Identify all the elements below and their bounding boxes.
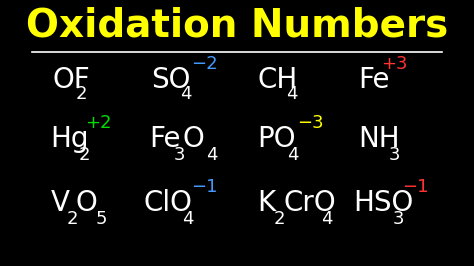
Text: K: K — [257, 189, 275, 218]
Text: CrO: CrO — [283, 189, 336, 218]
Text: Fe: Fe — [149, 125, 181, 153]
Text: OF: OF — [53, 66, 91, 94]
Text: +2: +2 — [85, 114, 112, 132]
Text: NH: NH — [358, 125, 400, 153]
Text: 2: 2 — [79, 146, 90, 164]
Text: 2: 2 — [76, 85, 87, 103]
Text: 4: 4 — [181, 85, 192, 103]
Text: 4: 4 — [206, 146, 217, 164]
Text: 4: 4 — [286, 85, 298, 103]
Text: 3: 3 — [393, 210, 404, 228]
Text: 4: 4 — [287, 146, 299, 164]
Text: V: V — [51, 189, 70, 218]
Text: Hg: Hg — [51, 125, 89, 153]
Text: O: O — [182, 125, 204, 153]
Text: 2: 2 — [67, 210, 78, 228]
Text: 2: 2 — [274, 210, 285, 228]
Text: −1: −1 — [402, 178, 429, 196]
Text: O: O — [76, 189, 97, 218]
Text: CH: CH — [257, 66, 297, 94]
Text: HSO: HSO — [354, 189, 414, 218]
Text: ClO: ClO — [144, 189, 193, 218]
Text: 4: 4 — [321, 210, 332, 228]
Text: +3: +3 — [381, 55, 407, 73]
Text: 3: 3 — [389, 146, 401, 164]
Text: 3: 3 — [173, 146, 185, 164]
Text: PO: PO — [257, 125, 296, 153]
Text: −2: −2 — [191, 55, 218, 73]
Text: −3: −3 — [297, 114, 324, 132]
Text: SO: SO — [151, 66, 191, 94]
Text: Fe: Fe — [358, 66, 390, 94]
Text: Oxidation Numbers: Oxidation Numbers — [26, 6, 448, 44]
Text: 4: 4 — [182, 210, 193, 228]
Text: −1: −1 — [191, 178, 218, 196]
Text: 5: 5 — [96, 210, 107, 228]
